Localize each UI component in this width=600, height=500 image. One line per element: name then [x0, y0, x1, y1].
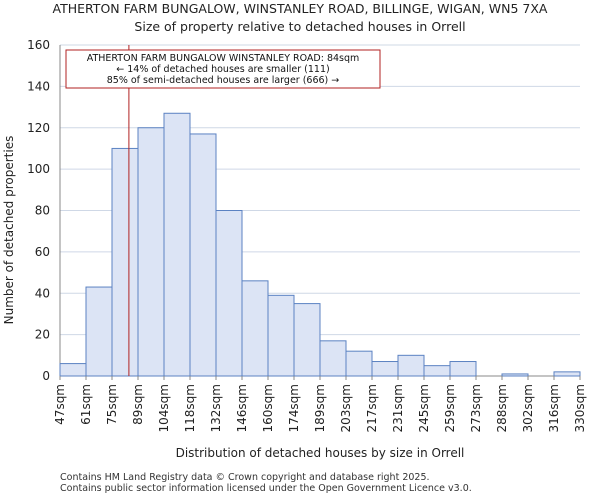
- chart-title: ATHERTON FARM BUNGALOW, WINSTANLEY ROAD,…: [52, 1, 548, 16]
- x-tick-label: 47sqm: [53, 384, 67, 425]
- histogram-bar: [293, 303, 321, 377]
- x-tick-label: 118sqm: [183, 384, 197, 432]
- histogram-bar: [449, 361, 477, 377]
- x-tick-label: 316sqm: [547, 384, 561, 432]
- histogram-bar: [241, 280, 269, 377]
- annotation-line-1: ATHERTON FARM BUNGALOW WINSTANLEY ROAD: …: [87, 53, 360, 64]
- x-tick-label: 75sqm: [105, 384, 119, 425]
- y-axis-title: Number of detached properties: [2, 136, 16, 325]
- x-tick-label: 330sqm: [573, 384, 587, 432]
- y-tick-label: 0: [42, 369, 50, 383]
- x-tick-label: 273sqm: [469, 384, 483, 432]
- y-tick-label: 20: [35, 328, 50, 342]
- histogram-bar: [501, 373, 529, 377]
- y-tick-label: 40: [35, 286, 50, 300]
- x-tick-label: 61sqm: [79, 384, 93, 425]
- annotation-line-3: 85% of semi-detached houses are larger (…: [107, 75, 340, 86]
- y-tick-label: 140: [27, 79, 50, 93]
- x-tick-label: 132sqm: [209, 384, 223, 432]
- histogram-bar: [553, 371, 581, 377]
- x-tick-label: 189sqm: [313, 384, 327, 432]
- x-tick-label: 288sqm: [495, 384, 509, 432]
- x-tick-label: 231sqm: [391, 384, 405, 432]
- x-tick-label: 146sqm: [235, 384, 249, 432]
- histogram-bar: [371, 361, 399, 377]
- footer-line-1: Contains HM Land Registry data © Crown c…: [60, 472, 430, 483]
- x-tick-label: 217sqm: [365, 384, 379, 432]
- x-tick-label: 174sqm: [287, 384, 301, 432]
- x-axis-title: Distribution of detached houses by size …: [176, 446, 465, 460]
- histogram-bar: [215, 210, 243, 377]
- x-tick-label: 89sqm: [131, 384, 145, 425]
- histogram-bar: [111, 147, 139, 377]
- histogram-bar: [319, 340, 347, 377]
- y-tick-label: 160: [27, 38, 50, 52]
- annotation-box: ATHERTON FARM BUNGALOW WINSTANLEY ROAD: …: [65, 49, 381, 89]
- histogram-bar: [423, 365, 451, 377]
- histogram-bar: [189, 133, 217, 377]
- x-tick-label: 203sqm: [339, 384, 353, 432]
- footer-line-2: Contains public sector information licen…: [60, 483, 472, 494]
- chart-subtitle: Size of property relative to detached ho…: [134, 19, 466, 34]
- histogram-bar: [345, 350, 373, 377]
- x-tick-label: 245sqm: [417, 384, 431, 432]
- histogram-bar: [267, 294, 295, 377]
- x-tick-label: 259sqm: [443, 384, 457, 432]
- histogram-bar: [163, 112, 191, 377]
- y-tick-label: 100: [27, 162, 50, 176]
- histogram-bar: [397, 354, 425, 377]
- x-tick-label: 302sqm: [521, 384, 535, 432]
- y-tick-label: 80: [35, 204, 50, 218]
- y-tick-label: 120: [27, 121, 50, 135]
- histogram-bar: [137, 127, 165, 377]
- x-tick-label: 160sqm: [261, 384, 275, 432]
- y-tick-label: 60: [35, 245, 50, 259]
- x-tick-label: 104sqm: [157, 384, 171, 432]
- histogram-bar: [59, 363, 87, 377]
- histogram-bar: [85, 286, 113, 377]
- annotation-line-2: ← 14% of detached houses are smaller (11…: [116, 64, 329, 75]
